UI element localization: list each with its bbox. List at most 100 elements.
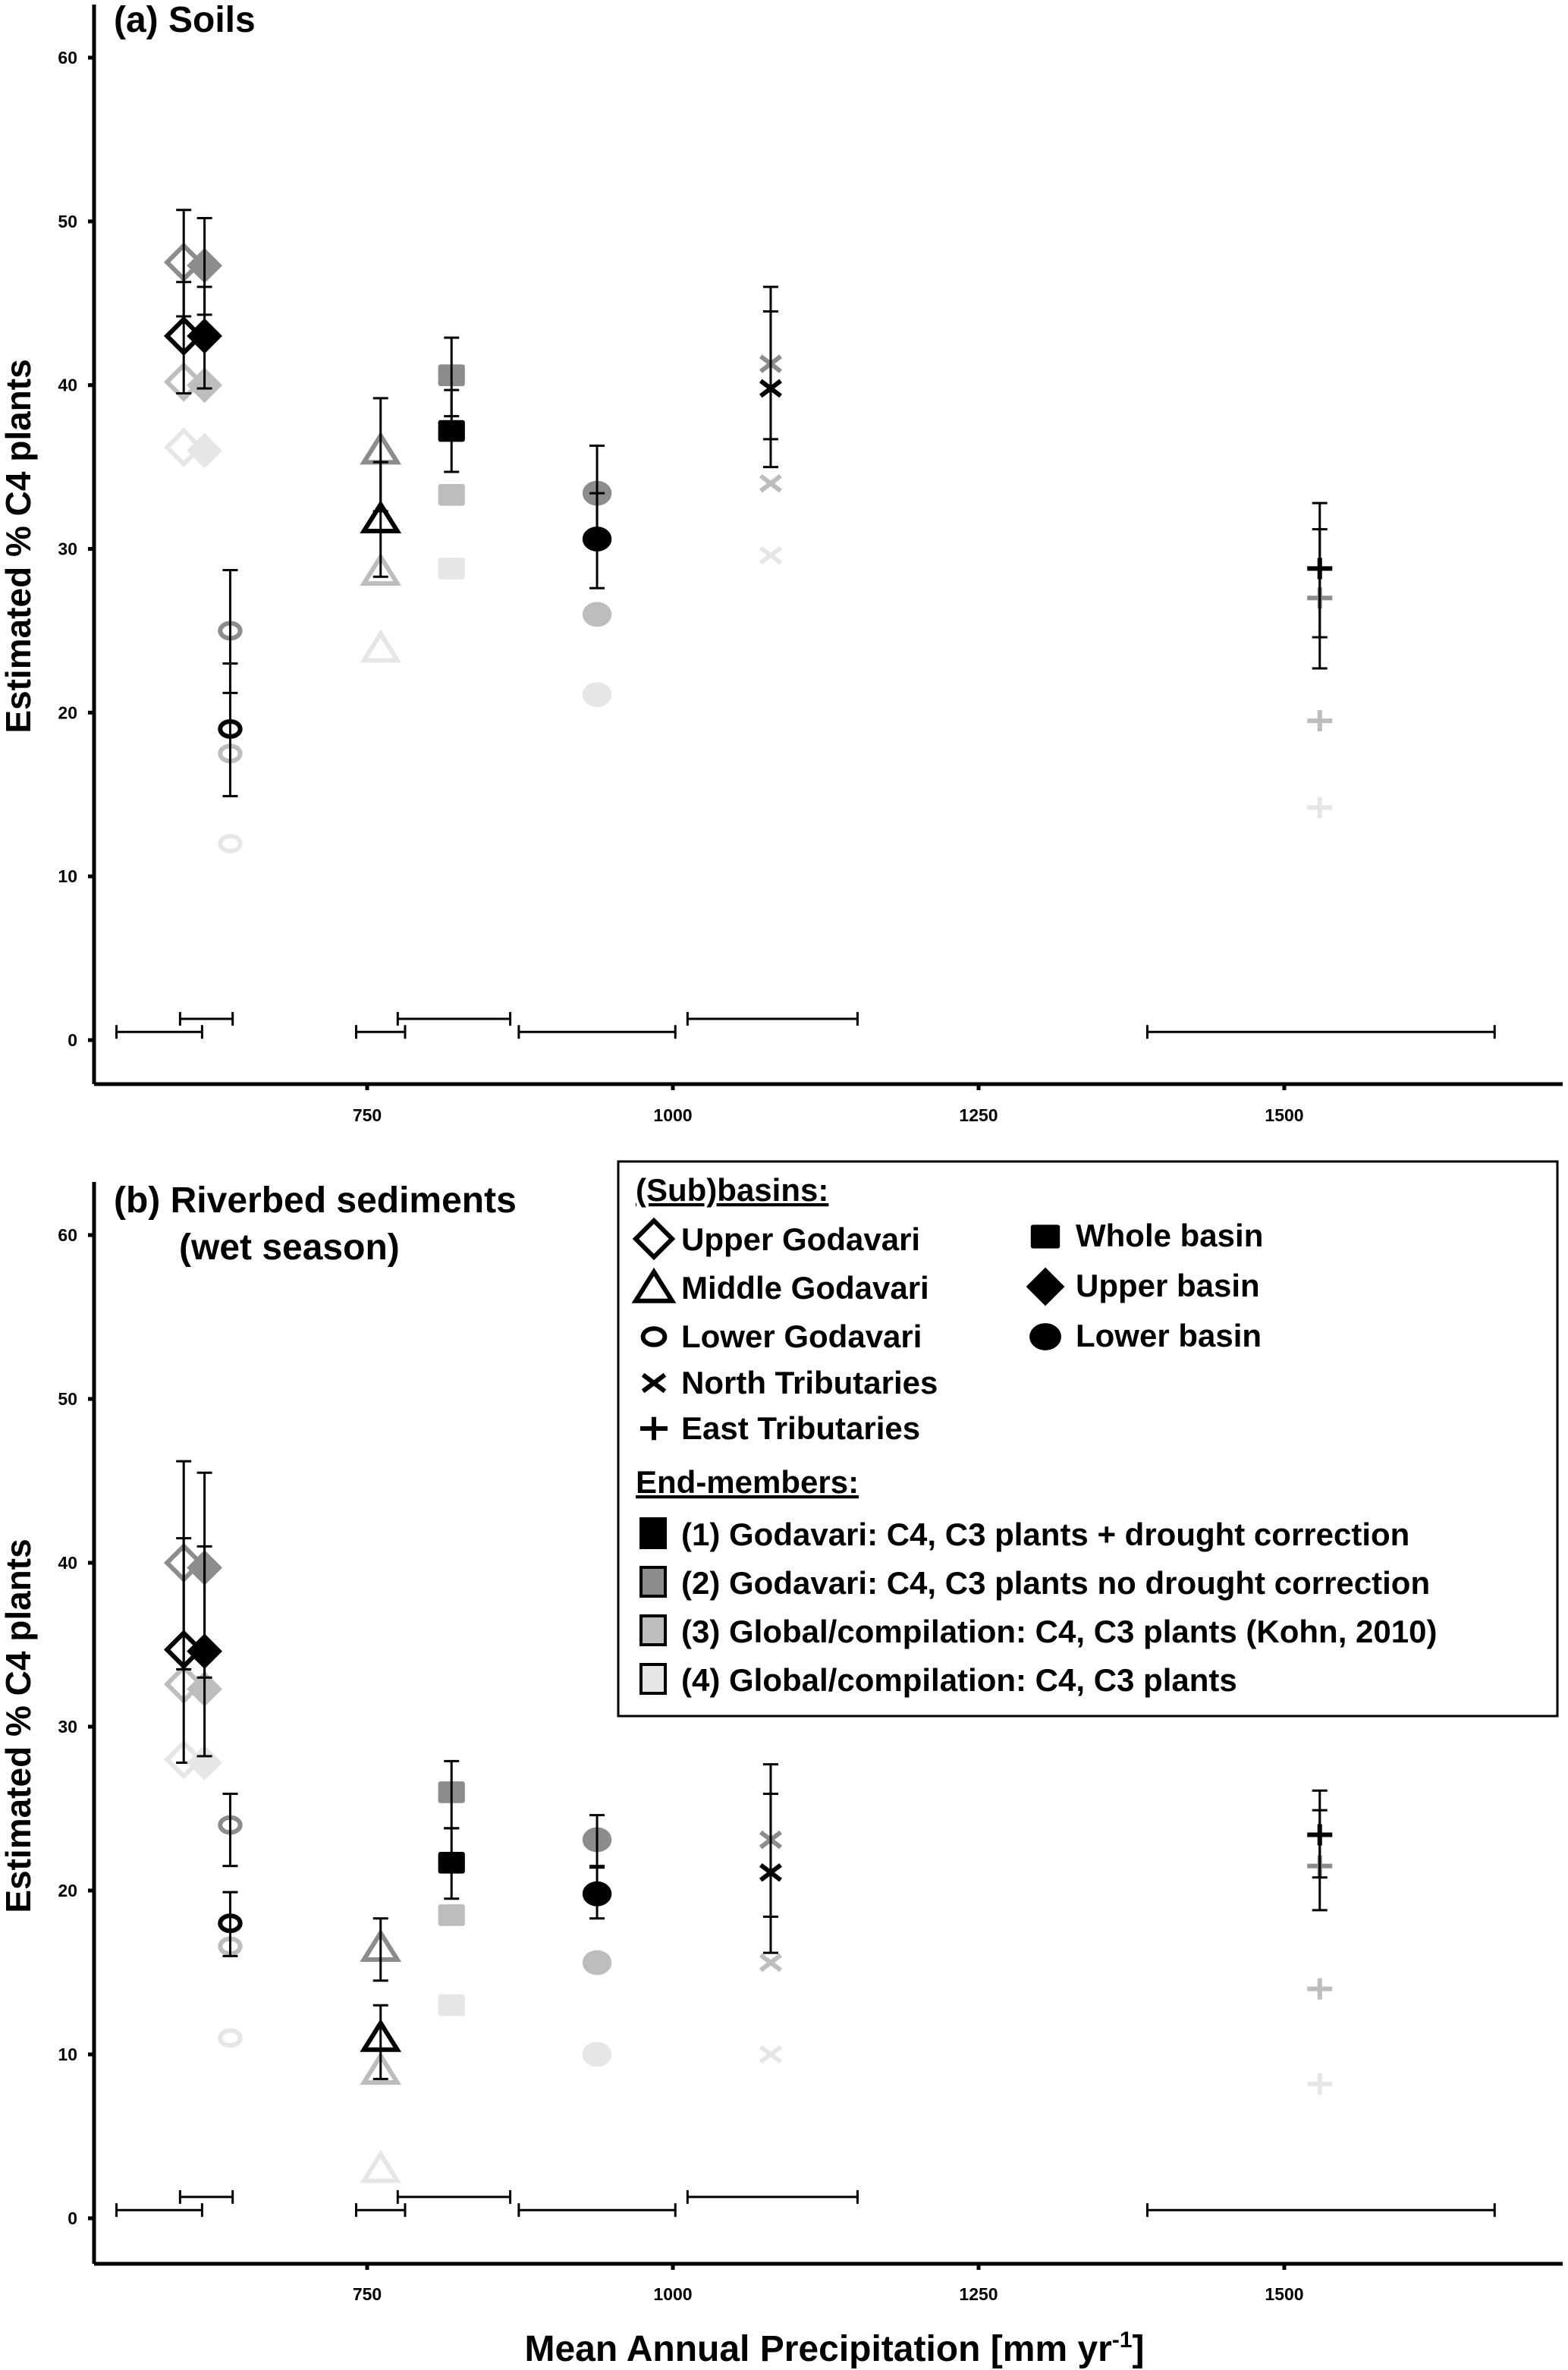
panel-b-x-tick-label: 1250 xyxy=(959,2284,998,2304)
x-axis-label: Mean Annual Precipitation [mm yr-1] xyxy=(524,2328,1144,2369)
panel-a-east-tributaries xyxy=(1307,501,1333,819)
legend-east-tributaries-marker xyxy=(640,1416,668,1441)
panel-a-y-tick-label: 10 xyxy=(58,866,77,886)
legend-label-upper-basin: Upper basin xyxy=(1076,1268,1260,1303)
panel-b-riverbed: 0 10 20 30 40 50 60 750 1000 1250 1500 xyxy=(58,1182,1563,2304)
panel-a-x-tick-label: 1000 xyxy=(653,1105,692,1125)
legend-lower-godavari-marker xyxy=(640,1326,668,1347)
panel-a-x-tick-label: 1500 xyxy=(1265,1105,1303,1125)
panel-a-precipitation-range xyxy=(686,1011,859,1026)
legend-endmember-1-swatch xyxy=(639,1517,667,1549)
legend-endmember-2: (2) Godavari: C4, C3 plants no drought c… xyxy=(681,1565,1430,1601)
panel-a-y-tick-label: 60 xyxy=(58,48,77,68)
panel-b-y-tick-label: 10 xyxy=(58,2045,77,2064)
panel-b-north-tributaries xyxy=(759,1763,782,2064)
legend-endmember-1: (1) Godavari: C4, C3 plants + drought co… xyxy=(681,1517,1409,1552)
panel-b-precipitation-range xyxy=(178,2189,234,2204)
lower-basin-endmember-4-marker xyxy=(582,2042,612,2067)
whole-basin-endmember-1-marker xyxy=(438,1851,465,1874)
legend-label-lower-godavari: Lower Godavari xyxy=(681,1319,922,1354)
legend-endmember-3: (3) Global/compilation: C4, C3 plants (K… xyxy=(681,1614,1437,1649)
north-tributaries-endmember-4-marker xyxy=(759,2045,782,2064)
panel-b-y-tick-label: 50 xyxy=(58,1389,77,1409)
east-tributaries-endmember-1-marker xyxy=(1307,558,1333,580)
panel-b-precipitation-range xyxy=(115,2203,203,2218)
panel-a-y-tick-label: 20 xyxy=(58,703,77,722)
panel-a-y-tick-label: 0 xyxy=(68,1030,77,1050)
panel-a-whole-basin xyxy=(438,336,465,580)
upper-basin-endmember-1-marker xyxy=(187,1633,223,1670)
legend-box xyxy=(617,1160,1559,1718)
lower-basin-endmember-3-marker xyxy=(582,602,612,627)
upper-godavari-endmember-4-marker xyxy=(163,427,204,467)
panel-a-y-axis-label: Estimated % C4 plants xyxy=(0,359,38,733)
upper-godavari-endmember-3-marker xyxy=(163,362,204,402)
panel-a-y-tick-label: 40 xyxy=(58,376,77,395)
whole-basin-endmember-1-marker xyxy=(438,420,465,442)
panel-b-x-tick-label: 1500 xyxy=(1265,2284,1303,2304)
lower-godavari-endmember-4-marker xyxy=(218,2028,243,2048)
legend-middle-godavari-marker xyxy=(631,1267,677,1303)
panel-a-soils: 0 10 20 30 40 50 60 750 1000 1250 1500 xyxy=(58,5,1563,1125)
legend-upper-basin-marker xyxy=(1026,1267,1065,1306)
panel-b-y-axis-label: Estimated % C4 plants xyxy=(0,1539,38,1913)
north-tributaries-endmember-1-marker xyxy=(759,379,782,398)
middle-godavari-endmember-1-marker xyxy=(360,2018,402,2052)
panel-b-subtitle: (wet season) xyxy=(179,1227,400,1268)
panel-b-lower-godavari xyxy=(218,1793,243,2048)
panel-b-precipitation-range xyxy=(517,2203,677,2218)
lower-basin-endmember-4-marker xyxy=(582,682,612,707)
upper-basin-endmember-4-marker xyxy=(187,432,223,469)
east-tributaries-endmember-3-marker xyxy=(1307,710,1333,732)
panel-b-east-tributaries xyxy=(1307,1789,1333,2095)
panel-b-title: (b) Riverbed sediments xyxy=(114,1180,517,1221)
panel-b-y-tick-label: 40 xyxy=(58,1553,77,1573)
north-tributaries-endmember-1-marker xyxy=(759,1862,782,1882)
middle-godavari-endmember-3-marker xyxy=(360,2051,402,2085)
lower-godavari-endmember-1-marker xyxy=(218,719,243,739)
panel-a-y-tick-label: 30 xyxy=(58,539,77,559)
panel-a-north-tributaries xyxy=(759,285,782,565)
panel-a-precipitation-range xyxy=(115,1025,203,1039)
east-tributaries-endmember-4-marker xyxy=(1307,2073,1333,2095)
panel-a-precipitation-range xyxy=(354,1025,407,1039)
whole-basin-endmember-4-marker xyxy=(438,558,465,580)
upper-basin-endmember-4-marker xyxy=(187,1745,223,1781)
legend-lower-basin-marker xyxy=(1029,1323,1061,1350)
middle-godavari-endmember-4-marker xyxy=(360,2149,402,2183)
panel-a-precipitation-range xyxy=(178,1011,234,1026)
upper-godavari-endmember-4-marker xyxy=(163,1739,204,1780)
panel-a-lower-godavari xyxy=(218,569,243,853)
panel-a-title: (a) Soils xyxy=(114,0,256,40)
panel-a-y-tick-label: 50 xyxy=(58,212,77,231)
panel-b-precipitation-range xyxy=(686,2189,859,2204)
lower-basin-endmember-3-marker xyxy=(582,1950,612,1976)
lower-basin-endmember-1-marker xyxy=(582,1881,612,1906)
panel-b-precipitation-range xyxy=(396,2189,512,2204)
panel-a-x-tick-label: 750 xyxy=(353,1105,382,1125)
east-tributaries-endmember-4-marker xyxy=(1307,797,1333,819)
legend-label-lower-basin: Lower basin xyxy=(1076,1318,1262,1353)
east-tributaries-endmember-1-marker xyxy=(1307,1824,1333,1846)
panel-a-lower-basin xyxy=(582,445,612,707)
legend-endmember-3-swatch xyxy=(639,1614,667,1646)
legend-whole-basin-marker xyxy=(1030,1224,1061,1249)
legend-endmember-2-swatch xyxy=(639,1566,667,1598)
legend-label-north-tributaries: North Tributaries xyxy=(681,1365,938,1400)
panel-a-precipitation-range xyxy=(1145,1025,1496,1039)
panel-a-precipitation-range xyxy=(517,1025,677,1039)
legend: (Sub)basins: End-members: (1) Godavari: … xyxy=(617,1160,1559,1718)
panel-b-y-tick-label: 0 xyxy=(68,2208,77,2228)
legend-label-middle-godavari: Middle Godavari xyxy=(681,1270,929,1306)
panel-a-middle-godavari xyxy=(360,397,402,663)
whole-basin-endmember-4-marker xyxy=(438,1994,465,2016)
legend-label-east-tributaries: East Tributaries xyxy=(681,1410,920,1446)
panel-b-lower-basin xyxy=(582,1814,612,2067)
legend-label-whole-basin: Whole basin xyxy=(1076,1218,1263,1253)
legend-label-upper-godavari: Upper Godavari xyxy=(681,1221,920,1257)
panel-b-x-tick-label: 1000 xyxy=(653,2284,692,2304)
whole-basin-endmember-3-marker xyxy=(438,483,465,506)
panel-b-x-tick-label: 750 xyxy=(353,2284,382,2304)
panel-b-whole-basin xyxy=(438,1759,465,2016)
